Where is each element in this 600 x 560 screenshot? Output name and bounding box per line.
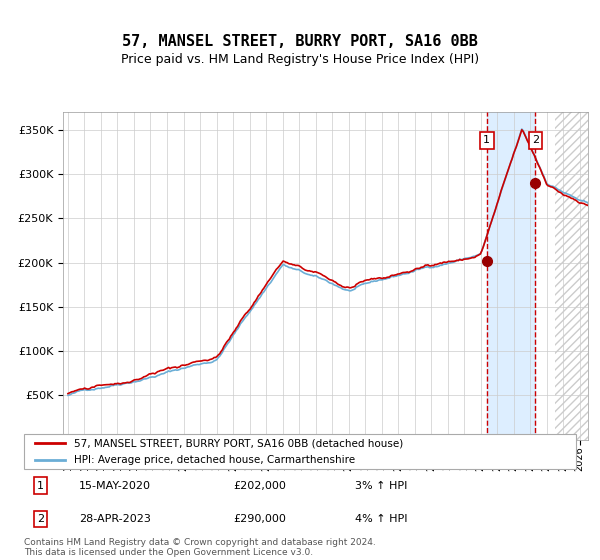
Text: Price paid vs. HM Land Registry's House Price Index (HPI): Price paid vs. HM Land Registry's House … <box>121 53 479 67</box>
Text: 28-APR-2023: 28-APR-2023 <box>79 514 151 524</box>
Bar <box>555 112 600 440</box>
Text: 2: 2 <box>37 514 44 524</box>
Text: 1: 1 <box>37 480 44 491</box>
Text: Contains HM Land Registry data © Crown copyright and database right 2024.
This d: Contains HM Land Registry data © Crown c… <box>24 538 376 557</box>
Text: £202,000: £202,000 <box>234 480 287 491</box>
Bar <box>555 112 600 440</box>
Text: HPI: Average price, detached house, Carmarthenshire: HPI: Average price, detached house, Carm… <box>74 455 355 465</box>
Text: 57, MANSEL STREET, BURRY PORT, SA16 0BB (detached house): 57, MANSEL STREET, BURRY PORT, SA16 0BB … <box>74 438 403 449</box>
Text: 3% ↑ HPI: 3% ↑ HPI <box>355 480 407 491</box>
Text: 15-MAY-2020: 15-MAY-2020 <box>79 480 151 491</box>
FancyBboxPatch shape <box>24 434 576 469</box>
Text: £290,000: £290,000 <box>234 514 287 524</box>
Text: 57, MANSEL STREET, BURRY PORT, SA16 0BB: 57, MANSEL STREET, BURRY PORT, SA16 0BB <box>122 35 478 49</box>
Bar <box>487 112 535 440</box>
Text: 4% ↑ HPI: 4% ↑ HPI <box>355 514 408 524</box>
Text: 1: 1 <box>483 136 490 146</box>
Text: 2: 2 <box>532 136 539 146</box>
